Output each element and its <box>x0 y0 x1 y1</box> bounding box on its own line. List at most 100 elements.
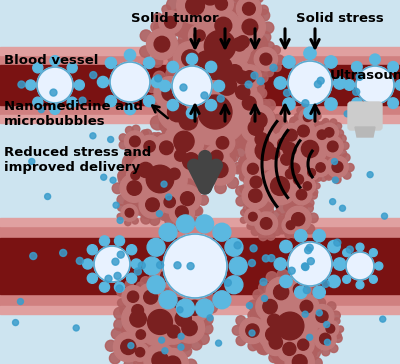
Circle shape <box>273 347 294 364</box>
Circle shape <box>271 350 280 359</box>
Circle shape <box>120 174 149 202</box>
Circle shape <box>173 193 183 203</box>
Circle shape <box>312 120 319 126</box>
Circle shape <box>50 89 57 96</box>
Circle shape <box>144 297 152 306</box>
Circle shape <box>262 255 269 262</box>
Circle shape <box>295 133 305 143</box>
Circle shape <box>185 88 199 102</box>
Circle shape <box>190 152 198 160</box>
Circle shape <box>173 153 183 163</box>
Circle shape <box>105 95 116 107</box>
Circle shape <box>279 119 288 128</box>
Circle shape <box>233 13 242 23</box>
Circle shape <box>165 16 176 28</box>
Circle shape <box>123 321 142 339</box>
Circle shape <box>250 83 260 93</box>
Circle shape <box>159 223 177 241</box>
Circle shape <box>287 337 295 345</box>
Circle shape <box>242 80 256 94</box>
Circle shape <box>356 243 364 251</box>
Circle shape <box>181 222 190 231</box>
Circle shape <box>292 119 315 143</box>
Circle shape <box>322 280 329 287</box>
Circle shape <box>253 206 263 216</box>
Circle shape <box>166 68 178 80</box>
Circle shape <box>121 204 138 221</box>
Circle shape <box>262 302 271 312</box>
Circle shape <box>147 238 165 256</box>
Circle shape <box>310 179 315 185</box>
Circle shape <box>144 290 158 304</box>
Bar <box>0 55 400 65</box>
Circle shape <box>187 300 195 308</box>
Circle shape <box>325 56 337 68</box>
Circle shape <box>234 0 244 3</box>
Circle shape <box>277 312 288 323</box>
Circle shape <box>170 103 206 139</box>
Circle shape <box>173 354 186 364</box>
Circle shape <box>176 28 184 37</box>
Circle shape <box>194 30 205 41</box>
Circle shape <box>163 259 171 267</box>
Circle shape <box>183 169 192 178</box>
Circle shape <box>245 33 268 56</box>
Circle shape <box>227 151 238 162</box>
Circle shape <box>266 232 275 240</box>
Circle shape <box>284 90 290 96</box>
Circle shape <box>232 88 242 98</box>
Circle shape <box>37 67 73 103</box>
Circle shape <box>175 188 196 208</box>
Circle shape <box>192 206 203 216</box>
Circle shape <box>266 141 274 149</box>
Circle shape <box>326 139 333 146</box>
Circle shape <box>284 213 290 219</box>
Circle shape <box>270 150 278 159</box>
Circle shape <box>317 327 324 333</box>
Circle shape <box>312 155 318 162</box>
Circle shape <box>136 209 142 215</box>
Circle shape <box>143 137 151 145</box>
Circle shape <box>317 298 326 307</box>
Circle shape <box>168 102 187 122</box>
Circle shape <box>173 298 184 308</box>
Circle shape <box>272 115 283 126</box>
Circle shape <box>288 299 299 310</box>
Circle shape <box>222 72 232 82</box>
Circle shape <box>208 128 216 138</box>
Circle shape <box>169 162 178 171</box>
Circle shape <box>346 163 354 171</box>
Circle shape <box>162 292 172 302</box>
Circle shape <box>189 217 198 226</box>
Circle shape <box>133 152 187 206</box>
Circle shape <box>173 294 191 313</box>
Circle shape <box>172 66 212 106</box>
Circle shape <box>324 339 330 345</box>
Circle shape <box>146 29 177 60</box>
Circle shape <box>277 336 302 362</box>
Circle shape <box>137 283 164 311</box>
Circle shape <box>136 282 145 290</box>
Circle shape <box>272 312 283 323</box>
Circle shape <box>343 249 350 257</box>
Circle shape <box>178 344 184 350</box>
Circle shape <box>282 339 292 350</box>
Circle shape <box>139 139 159 159</box>
Circle shape <box>356 281 364 289</box>
Circle shape <box>240 185 249 194</box>
Circle shape <box>321 322 329 330</box>
Circle shape <box>222 81 232 92</box>
Circle shape <box>324 128 334 137</box>
Circle shape <box>258 155 266 163</box>
Circle shape <box>236 336 246 345</box>
Circle shape <box>327 336 334 342</box>
Circle shape <box>227 83 236 93</box>
Circle shape <box>179 136 191 149</box>
Circle shape <box>263 300 277 314</box>
Circle shape <box>147 349 154 356</box>
Circle shape <box>222 41 234 53</box>
Circle shape <box>242 3 255 15</box>
Circle shape <box>161 285 169 293</box>
Circle shape <box>185 68 198 81</box>
Circle shape <box>175 271 184 279</box>
